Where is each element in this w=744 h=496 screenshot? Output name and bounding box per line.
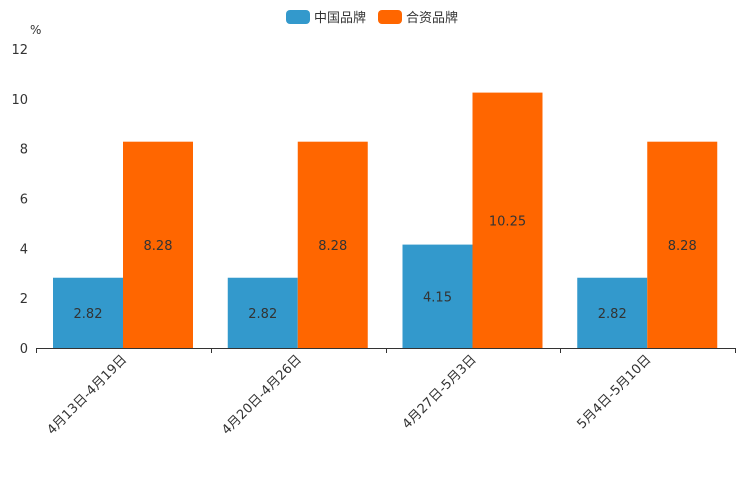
bar-china-2 (402, 244, 473, 348)
bar-china-1 (227, 277, 298, 348)
y-axis-unit: % (30, 23, 41, 37)
data-label: 2.82 (248, 307, 277, 322)
x-tick-label: 4月27日-5月3日 (400, 352, 480, 432)
legend-label: 合资品牌 (406, 11, 459, 26)
legend-swatch (378, 9, 402, 24)
y-tick-label: 10 (11, 93, 28, 108)
x-tick-label: 5月4日-5月10日 (575, 352, 655, 432)
data-label: 8.28 (668, 239, 697, 254)
bar-china-3 (577, 277, 648, 348)
legend-item-jv-brand[interactable]: 合资品牌 (378, 7, 458, 26)
y-tick-label: 12 (11, 43, 28, 58)
y-tick-label: 6 (20, 193, 28, 208)
data-label: 8.28 (318, 239, 347, 254)
y-tick-label: 0 (20, 342, 28, 357)
data-label: 2.82 (74, 307, 103, 322)
x-tick-label: 4月20日-4月26日 (219, 352, 305, 438)
bar-china-0 (53, 277, 123, 348)
bar-jv-3 (647, 141, 718, 348)
data-label: 2.82 (598, 307, 627, 322)
legend-swatch (285, 9, 310, 24)
y-tick-label: 8 (20, 143, 28, 158)
y-tick-label: 4 (20, 242, 28, 257)
x-tick-label: 4月13日-4月19日 (44, 352, 130, 438)
y-tick-label: 2 (20, 292, 28, 307)
bar-jv-0 (123, 141, 193, 348)
data-label: 8.28 (144, 239, 173, 254)
legend: 中国品牌 合资品牌 (0, 7, 744, 26)
bar-jv-2 (472, 92, 543, 349)
data-label: 4.15 (423, 290, 452, 305)
legend-label: 中国品牌 (313, 11, 366, 26)
legend-item-china-brand[interactable]: 中国品牌 (285, 7, 366, 26)
data-label: 10.25 (489, 214, 526, 229)
bar-jv-1 (297, 141, 368, 348)
